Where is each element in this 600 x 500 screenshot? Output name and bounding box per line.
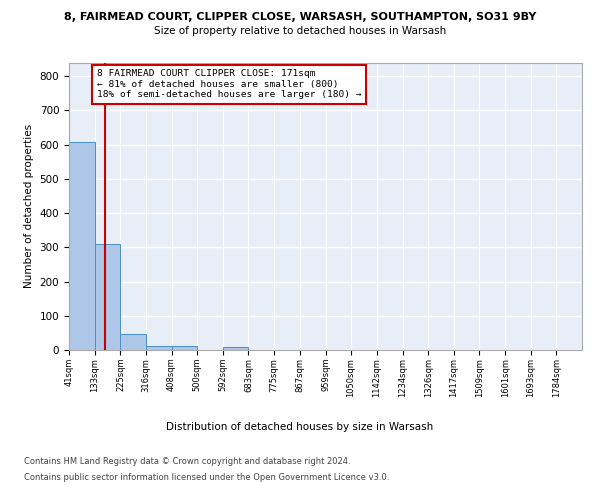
Bar bbox=[69, 142, 95, 350]
Bar bbox=[121, 334, 146, 350]
Y-axis label: Number of detached properties: Number of detached properties bbox=[24, 124, 34, 288]
Text: Contains HM Land Registry data © Crown copyright and database right 2024.: Contains HM Land Registry data © Crown c… bbox=[24, 458, 350, 466]
Bar bbox=[223, 348, 248, 350]
Text: 8, FAIRMEAD COURT, CLIPPER CLOSE, WARSASH, SOUTHAMPTON, SO31 9BY: 8, FAIRMEAD COURT, CLIPPER CLOSE, WARSAS… bbox=[64, 12, 536, 22]
Text: Contains public sector information licensed under the Open Government Licence v3: Contains public sector information licen… bbox=[24, 472, 389, 482]
Bar bbox=[146, 346, 172, 350]
Bar bbox=[172, 346, 197, 350]
Text: Distribution of detached houses by size in Warsash: Distribution of detached houses by size … bbox=[166, 422, 434, 432]
Text: Size of property relative to detached houses in Warsash: Size of property relative to detached ho… bbox=[154, 26, 446, 36]
Text: 8 FAIRMEAD COURT CLIPPER CLOSE: 171sqm
← 81% of detached houses are smaller (800: 8 FAIRMEAD COURT CLIPPER CLOSE: 171sqm ←… bbox=[97, 70, 361, 99]
Bar bbox=[95, 244, 121, 350]
